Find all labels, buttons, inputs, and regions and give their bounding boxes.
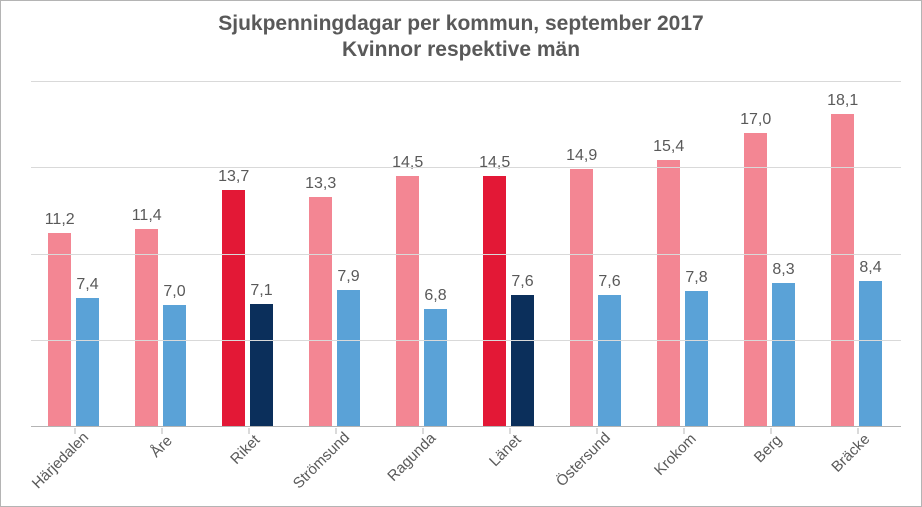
bar-kvinnor: 13,7 bbox=[222, 190, 245, 426]
value-label: 6,8 bbox=[406, 287, 466, 309]
bar-kvinnor: 14,9 bbox=[570, 169, 593, 426]
value-label: 13,7 bbox=[204, 168, 264, 190]
x-label-slot: Bräcke bbox=[814, 428, 901, 506]
plot-area: 11,27,411,47,013,77,113,37,914,56,814,57… bbox=[31, 81, 901, 426]
chart-frame: Sjukpenningdagar per kommun, september 2… bbox=[0, 0, 922, 507]
grid-line bbox=[31, 81, 901, 82]
x-label-slot: Östersund bbox=[553, 428, 640, 506]
value-label: 13,3 bbox=[291, 175, 351, 197]
value-label: 7,0 bbox=[145, 283, 205, 305]
x-label-slot: Strömsund bbox=[292, 428, 379, 506]
value-label: 8,4 bbox=[841, 259, 901, 281]
bar-kvinnor: 13,3 bbox=[309, 197, 332, 426]
x-axis-label: Strömsund bbox=[289, 429, 352, 492]
bar-kvinnor: 15,4 bbox=[657, 160, 680, 426]
x-label-slot: Länet bbox=[466, 428, 553, 506]
grid-line bbox=[31, 426, 901, 427]
grid-line bbox=[31, 254, 901, 255]
chart-title-line2: Kvinnor respektive män bbox=[1, 37, 921, 63]
x-axis-label: Länet bbox=[486, 431, 525, 470]
value-label: 8,3 bbox=[754, 261, 814, 283]
value-label: 15,4 bbox=[639, 138, 699, 160]
bar-kvinnor: 11,4 bbox=[135, 229, 158, 426]
bar-man: 7,0 bbox=[163, 305, 186, 426]
bar-man: 7,4 bbox=[76, 298, 99, 426]
x-axis-label: Härjedalen bbox=[28, 429, 91, 492]
value-label: 7,9 bbox=[319, 268, 379, 290]
value-label: 17,0 bbox=[726, 111, 786, 133]
x-label-slot: Ragunda bbox=[379, 428, 466, 506]
x-axis-label: Krokom bbox=[651, 430, 700, 479]
grid-line bbox=[31, 340, 901, 341]
bar-man: 7,6 bbox=[598, 295, 621, 426]
value-label: 11,4 bbox=[117, 207, 177, 229]
x-axis-labels: Härjedalen Åre Riket Strömsund Ragunda Länet Ö… bbox=[31, 428, 901, 506]
value-label: 7,6 bbox=[493, 273, 553, 295]
x-label-slot: Krokom bbox=[640, 428, 727, 506]
value-label: 11,2 bbox=[30, 211, 90, 233]
x-label-slot: Härjedalen bbox=[31, 428, 118, 506]
bar-man: 8,3 bbox=[772, 283, 795, 426]
value-label: 7,8 bbox=[667, 269, 727, 291]
x-axis-label: Östersund bbox=[552, 429, 613, 490]
x-axis-label: Riket bbox=[227, 432, 263, 468]
x-label-slot: Riket bbox=[205, 428, 292, 506]
x-label-slot: Åre bbox=[118, 428, 205, 506]
bar-kvinnor: 14,5 bbox=[483, 176, 506, 426]
bar-man: 7,8 bbox=[685, 291, 708, 426]
x-axis-label: Ragunda bbox=[384, 430, 439, 485]
bar-man: 8,4 bbox=[859, 281, 882, 426]
value-label: 7,1 bbox=[232, 282, 292, 304]
value-label: 14,5 bbox=[465, 154, 525, 176]
bar-man: 6,8 bbox=[424, 309, 447, 426]
bar-kvinnor: 11,2 bbox=[48, 233, 71, 426]
value-label: 18,1 bbox=[813, 92, 873, 114]
x-axis-label: Åre bbox=[147, 432, 176, 461]
value-label: 14,5 bbox=[378, 154, 438, 176]
x-label-slot: Berg bbox=[727, 428, 814, 506]
chart-title-line1: Sjukpenningdagar per kommun, september 2… bbox=[1, 11, 921, 37]
value-label: 7,4 bbox=[58, 276, 118, 298]
bar-man: 7,9 bbox=[337, 290, 360, 426]
x-axis-label: Bräcke bbox=[828, 431, 873, 476]
value-label: 7,6 bbox=[580, 273, 640, 295]
grid-line bbox=[31, 167, 901, 168]
chart-title: Sjukpenningdagar per kommun, september 2… bbox=[1, 11, 921, 64]
bar-man: 7,6 bbox=[511, 295, 534, 426]
value-label: 14,9 bbox=[552, 147, 612, 169]
bar-man: 7,1 bbox=[250, 304, 273, 426]
x-axis-label: Berg bbox=[750, 432, 784, 466]
